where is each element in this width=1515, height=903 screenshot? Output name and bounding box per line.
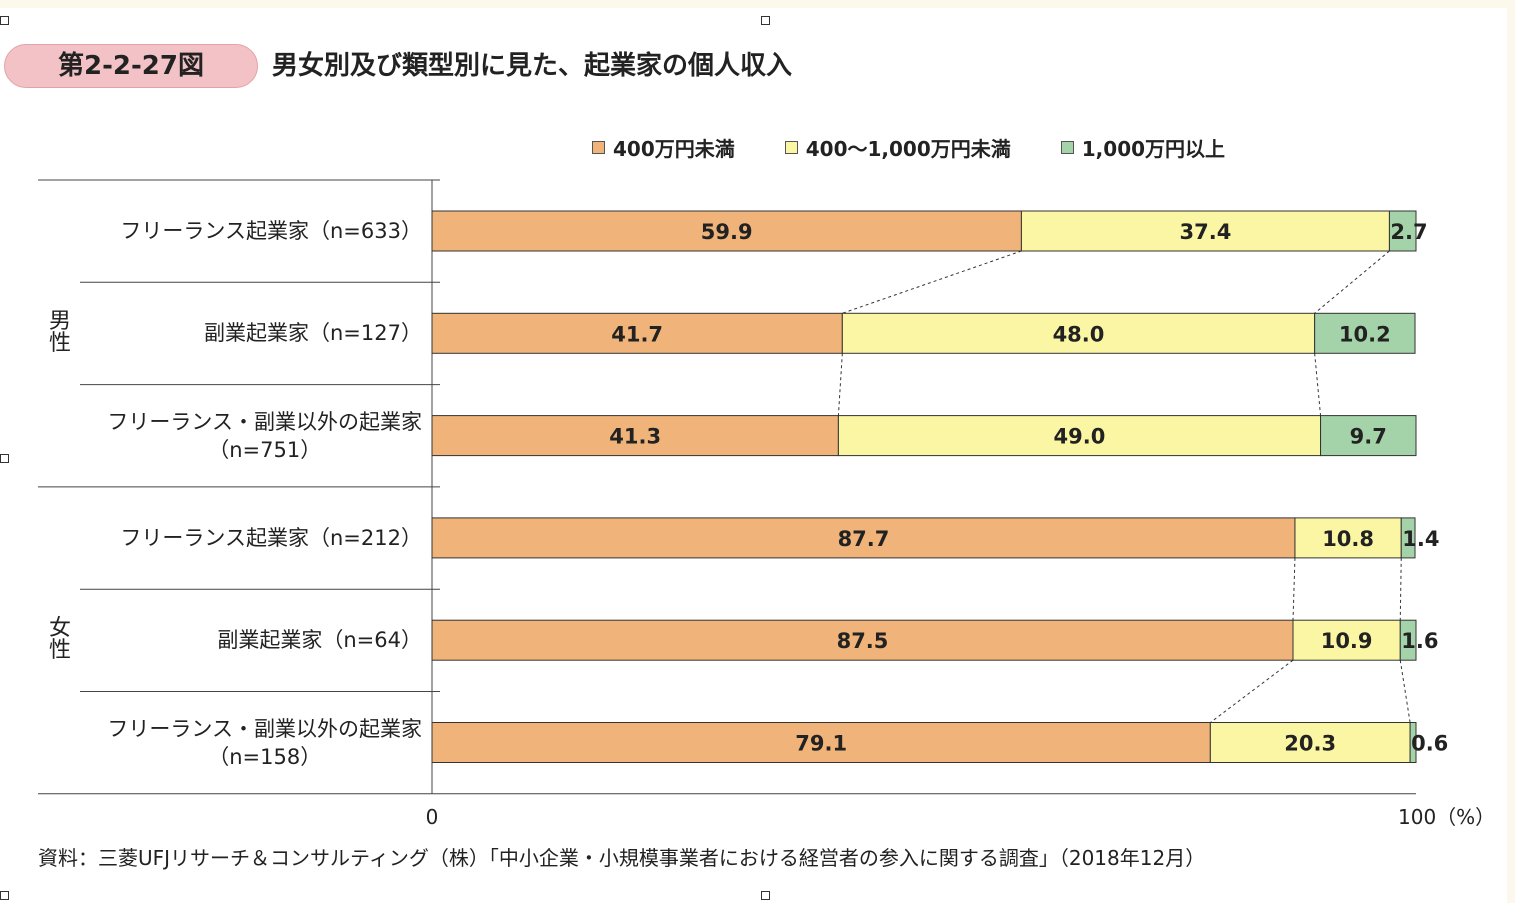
legend-swatch <box>592 140 605 154</box>
data-label: 9.7 <box>1350 425 1387 449</box>
right-border-strip <box>1507 8 1515 903</box>
category-label: フリーランス起業家（n=633） <box>120 219 422 243</box>
category-label: 副業起業家（n=64） <box>217 628 422 653</box>
figure-title: 男女別及び類型別に見た、起業家の個人収入 <box>272 51 793 81</box>
source-note: 資料：三菱UFJリサーチ＆コンサルティング（株）「中小企業・小規模事業者における… <box>38 846 1206 870</box>
bar-segment <box>1209 722 1411 763</box>
connector-line <box>1292 557 1296 621</box>
data-label: 20.3 <box>1284 732 1336 756</box>
figure-number-badge: 第2-2-27図 <box>4 44 258 88</box>
category-label: フリーランス・副業以外の起業家 （n=158） <box>107 715 422 771</box>
bar-segment <box>1400 517 1416 559</box>
bar-segment <box>1388 210 1417 252</box>
data-label: 49.0 <box>1054 425 1106 449</box>
data-label: 10.8 <box>1322 527 1374 551</box>
selection-handle[interactable] <box>0 16 9 25</box>
category-label: フリーランス・副業以外の起業家 （n=751） <box>107 408 422 464</box>
bar-segment <box>431 210 1022 252</box>
bar-segment <box>837 415 1322 457</box>
legend-label: 1,000万円以上 <box>1081 136 1226 161</box>
data-label: 41.3 <box>609 425 661 449</box>
selection-handle[interactable] <box>0 454 9 463</box>
data-label: 10.2 <box>1339 322 1391 346</box>
connector-line <box>1314 250 1390 314</box>
legend-item: 1,000万円以上 <box>1060 133 1226 162</box>
category-label-line: （n=751） <box>208 437 322 462</box>
data-label: 0.6 <box>1411 732 1448 756</box>
category-label-line: フリーランス・副業以外の起業家 <box>107 409 422 434</box>
legend-item: 400～1,000万円未満 <box>784 133 1011 162</box>
category-label-line: （n=158） <box>208 744 322 769</box>
group-label-char: 性 <box>48 638 71 664</box>
data-label: 10.9 <box>1321 629 1373 653</box>
group-label-char: 男 <box>48 309 71 335</box>
legend-label: 400万円未満 <box>613 136 735 161</box>
group-label: 女性 <box>46 618 74 662</box>
bar-segment <box>841 312 1316 354</box>
category-label: 副業起業家（n=127） <box>204 321 422 346</box>
connector-line <box>837 353 843 416</box>
bar-segment <box>1320 415 1417 457</box>
selection-handle[interactable] <box>761 891 770 900</box>
selection-handle[interactable] <box>0 891 9 900</box>
bar-segment <box>431 722 1211 763</box>
bar-segment <box>1314 312 1416 354</box>
group-label-char: 性 <box>48 331 71 357</box>
data-label: 37.4 <box>1180 220 1232 244</box>
selection-handle[interactable] <box>761 16 770 25</box>
chart-legend: 400万円未満 400～1,000万円未満 1,000万円以上 <box>592 132 1275 162</box>
connector-line <box>1210 659 1294 723</box>
category-label: フリーランス起業家（n=212） <box>120 525 422 550</box>
legend-swatch <box>1060 140 1074 154</box>
bar-segment <box>1399 619 1417 661</box>
data-label: 87.5 <box>837 629 889 653</box>
legend-swatch <box>784 140 798 154</box>
data-label: 2.7 <box>1390 220 1427 244</box>
data-label: 79.1 <box>795 732 847 756</box>
bar-segment <box>431 619 1294 661</box>
connector-line <box>1314 353 1322 416</box>
bar-segment <box>1292 619 1401 661</box>
x-tick-label: 100（%） <box>1398 805 1495 829</box>
top-border-strip <box>0 0 1515 8</box>
connector-line <box>1399 660 1411 723</box>
bar-segment <box>1294 517 1402 559</box>
category-label-line: フリーランス・副業以外の起業家 <box>107 716 422 741</box>
bar-segment <box>1020 210 1390 252</box>
data-label: 87.7 <box>838 527 890 551</box>
bar-segment <box>431 517 1296 559</box>
group-label-char: 女 <box>48 616 71 642</box>
legend-item: 400万円未満 <box>592 133 735 162</box>
legend-label: 400～1,000万円未満 <box>805 136 1011 161</box>
data-label: 59.9 <box>701 220 753 244</box>
connector-line <box>842 250 1022 314</box>
data-label: 1.4 <box>1402 527 1439 551</box>
data-label: 41.7 <box>611 322 663 346</box>
bar-segment <box>431 312 843 354</box>
data-label: 1.6 <box>1401 629 1438 653</box>
bar-segment <box>431 415 839 457</box>
x-tick-label: 0 <box>426 805 439 829</box>
group-label: 男性 <box>46 311 74 355</box>
bar-segment <box>1409 722 1417 763</box>
connector-line <box>1399 557 1402 621</box>
data-label: 48.0 <box>1053 322 1105 346</box>
